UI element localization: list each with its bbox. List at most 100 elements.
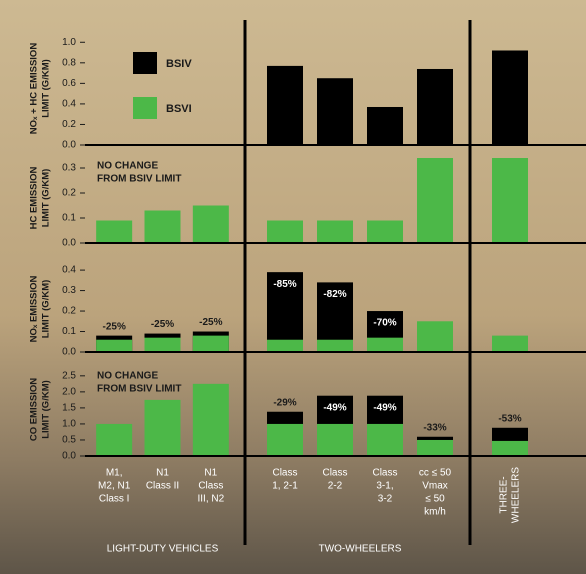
- y-tick-label: 0.6: [62, 78, 76, 89]
- category-label: Class I: [99, 494, 130, 505]
- bar: [367, 106, 403, 145]
- y-tick-label: 0.2: [62, 306, 76, 317]
- annotation: -29%: [273, 397, 296, 408]
- y-tick-label: 0.5: [62, 435, 76, 446]
- y-tick-label: 1.5: [62, 403, 76, 414]
- y-axis-label: LIMIT (G/KM): [41, 280, 52, 339]
- group-label: LIGHT-DUTY VEHICLES: [107, 544, 219, 555]
- note: FROM BSIV LIMIT: [97, 384, 181, 395]
- y-tick-label: 0.3: [62, 163, 76, 174]
- category-label: Class: [322, 468, 347, 479]
- category-label: THREE-: [499, 476, 510, 513]
- category-label: N1: [204, 468, 217, 479]
- y-tick-label: 1.0: [62, 419, 76, 430]
- category-label: 2-2: [328, 481, 343, 492]
- y-axis-label: CO EMISSION: [29, 378, 40, 441]
- category-label: WHEELERS: [511, 467, 522, 523]
- bar: [417, 321, 453, 352]
- category-label: ≤ 50: [425, 494, 445, 505]
- category-label: cc ≤ 50: [419, 468, 452, 479]
- legend-swatch: [133, 97, 157, 119]
- y-tick-label: 2.5: [62, 370, 76, 381]
- category-label: Vmax: [422, 481, 448, 492]
- annotation: -85%: [273, 279, 296, 290]
- category-label: 3-2: [378, 494, 393, 505]
- bar: [317, 220, 353, 243]
- category-label: M1,: [106, 468, 123, 479]
- bar: [317, 423, 353, 456]
- legend-swatch: [133, 52, 157, 74]
- y-axis-label: HC EMISSION: [29, 166, 40, 229]
- bar: [267, 65, 303, 145]
- y-tick-label: 0.0: [62, 347, 76, 358]
- bar: [144, 337, 181, 352]
- bar: [417, 158, 453, 243]
- category-label: Class: [198, 481, 223, 492]
- bar: [317, 78, 353, 145]
- bar: [192, 383, 229, 456]
- bar: [192, 205, 229, 243]
- y-tick-label: 0.2: [62, 119, 76, 130]
- annotation: -70%: [373, 318, 396, 329]
- bar: [492, 50, 528, 146]
- y-tick-label: 0.1: [62, 326, 76, 337]
- y-tick-label: 0.0: [62, 140, 76, 151]
- y-axis-label: LIMIT (G/KM): [41, 59, 52, 118]
- bar: [267, 220, 303, 243]
- category-label: N1: [156, 468, 169, 479]
- bar: [367, 220, 403, 243]
- bar: [96, 423, 133, 456]
- bar: [492, 335, 528, 352]
- group-label: TWO-WHEELERS: [319, 544, 402, 555]
- category-label: 3-1,: [376, 481, 393, 492]
- annotation: -82%: [323, 289, 346, 300]
- y-tick-label: 0.4: [62, 99, 76, 110]
- bar: [144, 399, 181, 456]
- bar: [267, 272, 303, 352]
- y-tick-label: 0.4: [62, 265, 76, 276]
- y-axis-label: NOₓ EMISSION: [29, 275, 40, 342]
- note: NO CHANGE: [97, 161, 158, 172]
- bar: [367, 423, 403, 456]
- bar: [96, 339, 133, 352]
- annotation: -33%: [423, 422, 446, 433]
- annotation: -49%: [373, 402, 396, 413]
- legend-label: BSVI: [166, 103, 192, 115]
- category-label: km/h: [424, 507, 446, 518]
- bar: [492, 440, 528, 456]
- y-axis-label: LIMIT (G/KM): [41, 169, 52, 228]
- bar: [417, 439, 453, 456]
- y-axis-label: NOₓ + HC EMISSION: [29, 43, 40, 135]
- bar: [367, 337, 403, 352]
- y-tick-label: 0.8: [62, 57, 76, 68]
- category-label: 1, 2-1: [272, 481, 298, 492]
- bar: [492, 158, 528, 243]
- y-tick-label: 2.0: [62, 387, 76, 398]
- y-tick-label: 0.1: [62, 213, 76, 224]
- bar: [267, 339, 303, 352]
- annotation: -25%: [102, 321, 125, 332]
- category-label: III, N2: [197, 494, 224, 505]
- bar: [96, 220, 133, 243]
- annotation: -25%: [151, 319, 174, 330]
- plot: NOₓ + HC EMISSION LIMIT (G/KM)0.00.20.40.…: [29, 20, 586, 555]
- bar: [417, 68, 453, 145]
- bar: [144, 210, 181, 243]
- y-tick-label: 1.0: [62, 37, 76, 48]
- y-tick-label: 0.3: [62, 285, 76, 296]
- category-label: Class: [272, 468, 297, 479]
- annotation: -49%: [323, 402, 346, 413]
- note: FROM BSIV LIMIT: [97, 174, 181, 185]
- category-label: M2, N1: [98, 481, 131, 492]
- legend-label: BSIV: [166, 58, 192, 70]
- y-tick-label: 0.2: [62, 188, 76, 199]
- y-tick-label: 0.0: [62, 451, 76, 462]
- bar: [192, 335, 229, 352]
- bar: [267, 423, 303, 456]
- category-label: Class II: [146, 481, 179, 492]
- note: NO CHANGE: [97, 371, 158, 382]
- annotation: -53%: [498, 413, 521, 424]
- annotation: -25%: [199, 317, 222, 328]
- y-axis-label: LIMIT (G/KM): [41, 380, 52, 439]
